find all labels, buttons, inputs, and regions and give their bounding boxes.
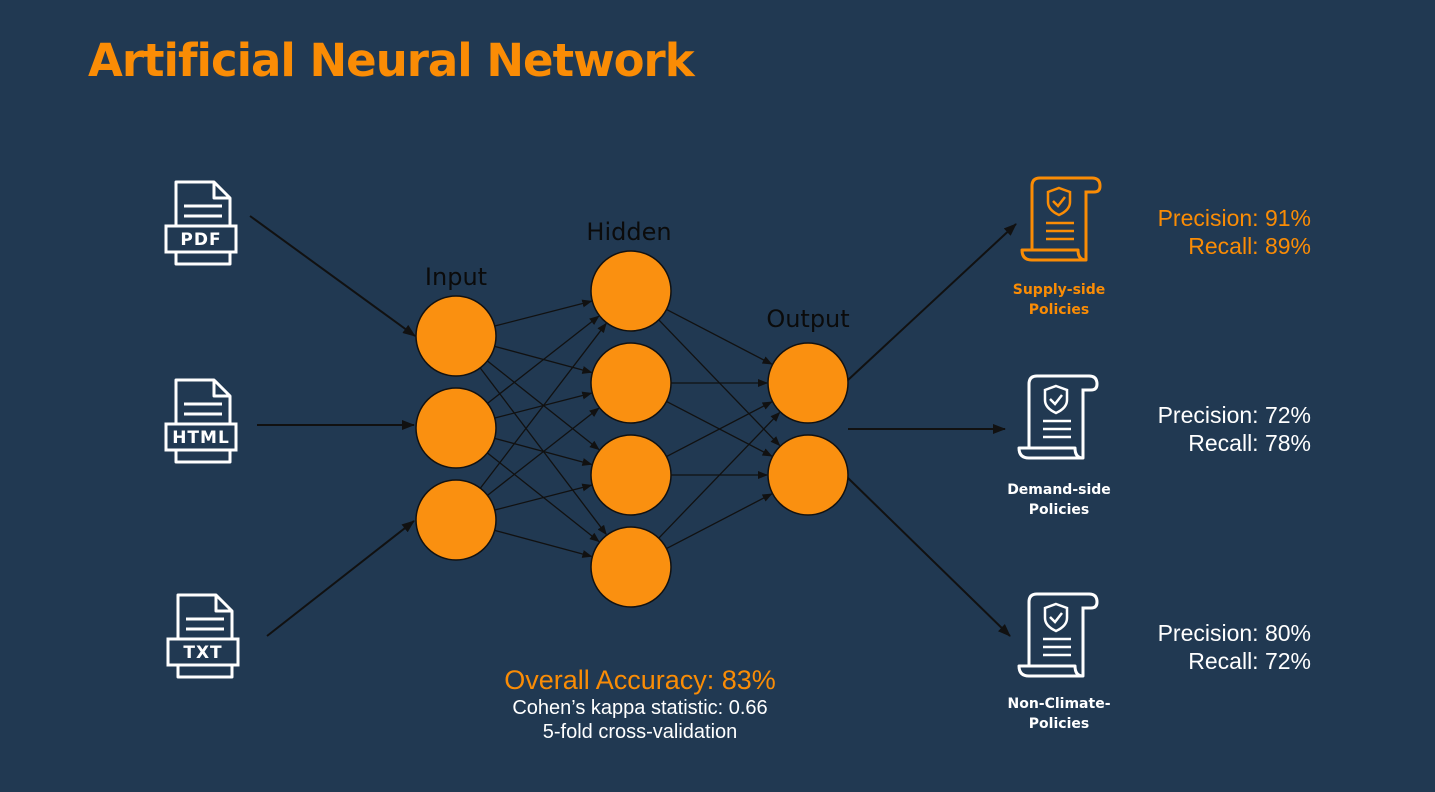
input-node	[415, 387, 497, 469]
output-node	[767, 342, 849, 424]
precision-value: Precision: 91%	[1157, 205, 1311, 231]
output-node	[767, 434, 849, 516]
hidden-node	[590, 342, 672, 424]
policy-scroll-icon	[1017, 374, 1099, 460]
supply-side-label: Supply-side Policies	[979, 280, 1139, 320]
class-label-line1: Non-Climate-	[1007, 696, 1111, 712]
pdf-label: PDF	[180, 230, 221, 250]
supply-side-metrics: Precision: 91% Recall: 89%	[1158, 204, 1311, 260]
pdf-file-icon: PDF	[164, 180, 238, 266]
class-label-line2: Policies	[1028, 302, 1090, 318]
policy-scroll-icon	[1017, 592, 1099, 678]
hidden-node	[590, 250, 672, 332]
validation-method: 5-fold cross-validation	[542, 721, 738, 743]
class-label-line1: Demand-side	[1007, 482, 1111, 498]
non-climate-label: Non-Climate- Policies	[979, 694, 1139, 734]
class-label-line1: Supply-side	[1012, 282, 1106, 298]
input-hidden-edge	[487, 315, 600, 404]
network-edges	[249, 215, 1017, 637]
model-summary: Overall Accuracy: 83% Cohen’s kappa stat…	[440, 664, 840, 744]
input-hidden-edge	[479, 322, 607, 489]
input-hidden-edge	[487, 407, 600, 496]
hidden-output-edge	[666, 401, 773, 458]
hidden-node	[590, 434, 672, 516]
class-label-line2: Policies	[1028, 502, 1090, 518]
output-to-supply-arrow	[847, 223, 1017, 381]
policy-scroll-icon	[1020, 176, 1102, 262]
input-hidden-edge	[494, 483, 593, 511]
recall-value: Recall: 78%	[1188, 430, 1311, 456]
demand-side-metrics: Precision: 72% Recall: 78%	[1158, 401, 1311, 457]
non-climate-metrics: Precision: 80% Recall: 72%	[1158, 619, 1311, 675]
hidden-node	[590, 526, 672, 608]
txt-label: TXT	[183, 643, 222, 663]
precision-value: Precision: 80%	[1157, 620, 1311, 646]
class-label-line2: Policies	[1028, 716, 1090, 732]
txt-to-input-arrow	[266, 520, 415, 637]
overall-accuracy: Overall Accuracy: 83%	[504, 665, 776, 695]
page-title: Artificial Neural Network	[88, 34, 695, 87]
recall-value: Recall: 72%	[1188, 648, 1311, 674]
demand-side-label: Demand-side Policies	[979, 480, 1139, 520]
output-to-nonclimate-arrow	[847, 477, 1011, 637]
hidden-layer-label: Hidden	[586, 218, 671, 246]
hidden-output-edge	[666, 308, 773, 365]
hidden-output-edge	[658, 411, 781, 539]
input-hidden-edge	[494, 299, 593, 327]
txt-file-icon: TXT	[166, 593, 240, 679]
network-nodes	[415, 250, 849, 608]
recall-value: Recall: 89%	[1188, 233, 1311, 259]
html-label: HTML	[172, 428, 230, 448]
hidden-output-edge	[666, 493, 773, 550]
kappa-statistic: Cohen’s kappa statistic: 0.66	[512, 697, 768, 719]
input-hidden-edge	[494, 529, 593, 558]
input-layer-label: Input	[425, 263, 487, 291]
input-node	[415, 479, 497, 561]
html-file-icon: HTML	[164, 378, 238, 464]
input-node	[415, 295, 497, 377]
pdf-to-input-arrow	[249, 215, 416, 337]
output-layer-label: Output	[766, 305, 849, 333]
precision-value: Precision: 72%	[1157, 402, 1311, 428]
